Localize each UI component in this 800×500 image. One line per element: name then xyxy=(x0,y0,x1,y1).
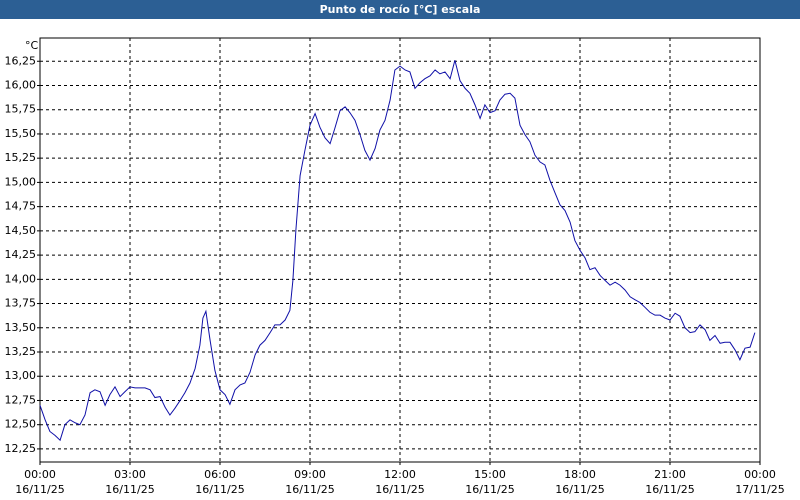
x-tick-label: 00:00 17/11/25 xyxy=(735,468,785,496)
x-tick-label: 03:00 16/11/25 xyxy=(105,468,155,496)
y-tick-label: 12,25 xyxy=(5,442,37,455)
x-tick-label: 18:00 16/11/25 xyxy=(555,468,605,496)
y-tick-label: 15,25 xyxy=(5,151,37,164)
x-tick-label: 15:00 16/11/25 xyxy=(465,468,515,496)
x-tick-label: 00:00 16/11/25 xyxy=(15,468,65,496)
y-tick-label: 16,25 xyxy=(5,54,37,67)
y-tick-label: 14,75 xyxy=(5,200,37,213)
y-tick-label: 15,75 xyxy=(5,103,37,116)
x-tick-label: 06:00 16/11/25 xyxy=(195,468,245,496)
chart-title: Punto de rocío [°C] escala xyxy=(0,0,800,19)
data-line xyxy=(39,60,756,442)
y-tick-label: 15,00 xyxy=(5,175,37,188)
y-tick-label: 13,25 xyxy=(5,345,37,358)
y-tick-label: 13,75 xyxy=(5,297,37,310)
x-tick-label: 21:00 16/11/25 xyxy=(645,468,695,496)
x-tick-label: 12:00 16/11/25 xyxy=(375,468,425,496)
y-tick-label: 12,50 xyxy=(5,418,37,431)
y-tick-label: 12,75 xyxy=(5,393,37,406)
y-tick-label: 14,50 xyxy=(5,224,37,237)
y-tick-label: 13,50 xyxy=(5,321,37,334)
y-unit: °C xyxy=(25,39,39,52)
y-tick-label: 14,25 xyxy=(5,248,37,261)
y-tick-label: 14,00 xyxy=(5,272,37,285)
y-tick-label: 15,50 xyxy=(5,127,37,140)
y-tick-label: 13,00 xyxy=(5,369,37,382)
y-tick-label: 16,00 xyxy=(5,78,37,91)
x-tick-label: 09:00 16/11/25 xyxy=(285,468,335,496)
